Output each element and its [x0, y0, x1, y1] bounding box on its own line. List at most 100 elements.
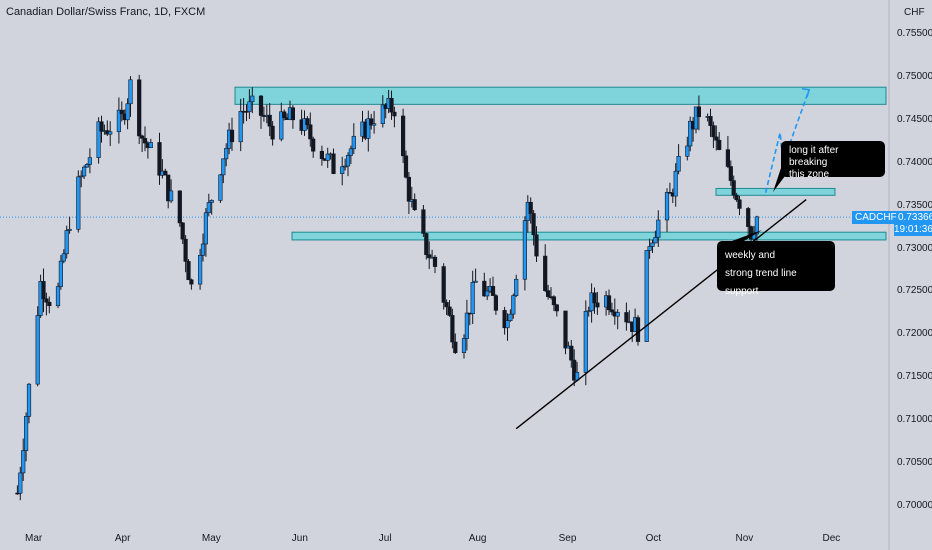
- candle-body: [250, 95, 255, 103]
- date-tick-label: Mar: [25, 533, 43, 544]
- currency-label: CHF: [904, 7, 925, 18]
- candle-body: [717, 139, 722, 150]
- candle-body: [183, 238, 188, 262]
- candle-body: [482, 280, 487, 297]
- candle-body: [137, 79, 142, 137]
- candle-body: [737, 199, 742, 209]
- candle-body: [21, 450, 26, 474]
- candle-body: [169, 190, 174, 202]
- candle-body: [258, 95, 264, 116]
- candle-body: [650, 242, 655, 247]
- candle-body: [18, 472, 23, 494]
- candle-body: [342, 165, 348, 168]
- candle-body: [366, 118, 371, 139]
- candle-body: [473, 280, 478, 283]
- support-note-line1: weekly and: [725, 250, 776, 261]
- candle-body: [505, 320, 510, 329]
- symbol-label: CADCHF: [855, 212, 897, 223]
- candle-body: [96, 121, 101, 158]
- candle-body: [203, 212, 209, 245]
- candle-body: [64, 230, 69, 255]
- price-tick-label: 0.71000: [897, 414, 932, 426]
- candle-body: [247, 101, 252, 112]
- long-note-box[interactable]: long it after breaking this zone: [781, 141, 885, 180]
- candle-body: [551, 296, 556, 306]
- candle-body: [606, 295, 612, 311]
- candle-body: [58, 260, 63, 287]
- candle-body: [461, 338, 467, 353]
- candle-body: [198, 255, 203, 285]
- candle-body: [369, 118, 374, 126]
- long-note-line2: this zone: [789, 169, 830, 180]
- price-tick-label: 0.75000: [897, 70, 932, 82]
- candle-body: [673, 170, 678, 197]
- candle-body: [99, 121, 104, 132]
- candle-body: [290, 107, 296, 121]
- candle-body: [653, 237, 658, 244]
- price-tick-label: 0.70500: [897, 457, 932, 468]
- candle-body: [119, 109, 124, 115]
- candle-body: [340, 166, 345, 174]
- bar-countdown: 19:01:36: [894, 224, 932, 236]
- candle-body: [108, 131, 113, 135]
- projection-arrow-head: [801, 87, 811, 97]
- candle-body: [728, 166, 733, 181]
- candle-body: [218, 174, 223, 201]
- price-tick-label: 0.72000: [897, 328, 932, 340]
- candle-body: [23, 416, 29, 451]
- resistance-zone: [234, 86, 887, 105]
- candle-body: [569, 345, 574, 361]
- candle-body: [47, 301, 52, 307]
- candle-body: [696, 106, 701, 118]
- candle-body: [485, 290, 490, 297]
- candle-body: [514, 278, 519, 296]
- candle-body: [447, 306, 452, 316]
- candle-body: [470, 282, 475, 314]
- candle-body: [554, 304, 559, 312]
- support-note-box[interactable]: weekly and strong trend line support: [717, 241, 835, 297]
- candle-body: [79, 175, 84, 178]
- candle-body: [609, 309, 614, 313]
- date-tick-label: Dec: [822, 533, 841, 544]
- candle-body: [351, 135, 356, 150]
- candle-body: [311, 138, 316, 152]
- support-note-pointer: [732, 230, 762, 241]
- candle-body: [502, 310, 507, 329]
- candle-body: [82, 166, 87, 177]
- candle-body: [754, 216, 759, 235]
- candle-body: [427, 254, 432, 259]
- candle-body: [615, 312, 620, 317]
- trend-line: [515, 199, 807, 430]
- date-tick-label: Oct: [645, 533, 662, 544]
- candle-body: [244, 111, 249, 113]
- candle-body: [583, 311, 588, 373]
- date-tick-label: Nov: [735, 533, 754, 544]
- candle-body: [200, 243, 206, 256]
- candle-body: [84, 164, 90, 168]
- price-tick-label: 0.71500: [897, 371, 932, 383]
- candle-body: [592, 292, 597, 304]
- candle-body: [464, 312, 470, 339]
- candle-body: [424, 233, 429, 255]
- candle-body: [432, 256, 438, 267]
- candle-body: [270, 125, 275, 140]
- candle-body: [714, 136, 719, 141]
- chart-title[interactable]: Canadian Dollar/Swiss Franc, 1D, FXCM: [6, 6, 206, 18]
- price-tick-label: 0.73000: [897, 242, 932, 254]
- candle-body: [348, 148, 354, 156]
- candle-body: [345, 155, 351, 167]
- candle-body: [331, 153, 336, 174]
- price-tick-label: 0.74000: [897, 156, 932, 168]
- candle-body: [746, 208, 751, 227]
- candle-body: [142, 138, 148, 144]
- candle-body: [708, 116, 713, 126]
- candle-body: [725, 149, 730, 167]
- candle-body: [450, 315, 455, 343]
- candle-body: [55, 286, 61, 307]
- candle-body: [140, 135, 145, 139]
- candle-body: [412, 199, 417, 211]
- candle-body: [224, 148, 229, 160]
- candle-body: [734, 194, 739, 201]
- candle-body: [157, 142, 162, 176]
